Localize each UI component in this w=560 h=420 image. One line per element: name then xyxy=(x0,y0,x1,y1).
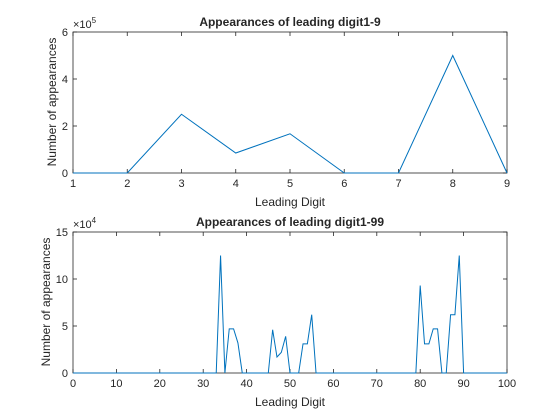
x-tick-label-bottom: 10 xyxy=(110,378,122,390)
axes-frame-bottom xyxy=(72,231,508,374)
x-tick-label-bottom: 20 xyxy=(154,378,166,390)
x-tick-label-bottom: 0 xyxy=(70,378,76,390)
chart-title-bottom: Appearances of leading digit1-99 xyxy=(196,215,384,229)
y-exponent-top: ×105 xyxy=(73,16,97,31)
y-tick-label-bottom: 5 xyxy=(62,321,68,333)
y-tick-label-top: 2 xyxy=(62,121,68,133)
x-tick-label-bottom: 90 xyxy=(457,378,469,390)
x-tick-label-top: 3 xyxy=(178,178,184,190)
x-tick-label-top: 8 xyxy=(450,178,456,190)
y-exponent-bottom: ×104 xyxy=(73,216,97,231)
y-tick-label-top: 6 xyxy=(62,27,68,39)
y-tick-label-top: 0 xyxy=(62,168,68,180)
x-tick-label-bottom: 70 xyxy=(371,378,383,390)
x-tick-label-top: 1 xyxy=(70,178,76,190)
x-tick-label-top: 7 xyxy=(395,178,401,190)
ticks-bottom: 0 10 20 30 40 50 60 70 80 90 100 0 5 10 15 xyxy=(56,227,516,390)
axes-frame-top xyxy=(72,31,508,174)
y-tick-label-bottom: 15 xyxy=(56,227,68,239)
chart-top-leading-digit-1-9: Appearances of leading digit1-9 Leading … xyxy=(45,15,510,209)
x-tick-label-top: 5 xyxy=(287,178,293,190)
chart-title-top: Appearances of leading digit1-9 xyxy=(199,15,381,29)
x-tick-label-bottom: 40 xyxy=(240,378,252,390)
x-tick-label-top: 2 xyxy=(124,178,130,190)
x-tick-label-bottom: 60 xyxy=(327,378,339,390)
x-axis-label-top: Leading Digit xyxy=(255,195,326,209)
y-tick-label-bottom: 10 xyxy=(56,274,68,286)
series-line-top xyxy=(73,54,508,174)
x-tick-label-bottom: 80 xyxy=(414,378,426,390)
x-tick-label-top: 4 xyxy=(233,178,239,190)
x-tick-label-top: 9 xyxy=(504,178,510,190)
series-line-bottom xyxy=(73,255,507,374)
chart-bottom-leading-digit-1-99: Appearances of leading digit1-99 Leading… xyxy=(39,215,516,409)
y-axis-label-bottom: Number of appearances xyxy=(39,238,53,367)
x-axis-label-bottom: Leading Digit xyxy=(255,395,326,409)
x-tick-label-bottom: 100 xyxy=(498,378,516,390)
y-tick-label-bottom: 0 xyxy=(62,368,68,380)
x-tick-label-top: 6 xyxy=(341,178,347,190)
x-tick-label-bottom: 30 xyxy=(197,378,209,390)
x-tick-label-bottom: 50 xyxy=(284,378,296,390)
ticks-top: 1 2 3 4 5 6 7 8 9 0 2 4 6 xyxy=(62,27,510,190)
y-axis-label-top: Number of appearances xyxy=(45,38,59,167)
y-tick-label-top: 4 xyxy=(62,74,68,86)
